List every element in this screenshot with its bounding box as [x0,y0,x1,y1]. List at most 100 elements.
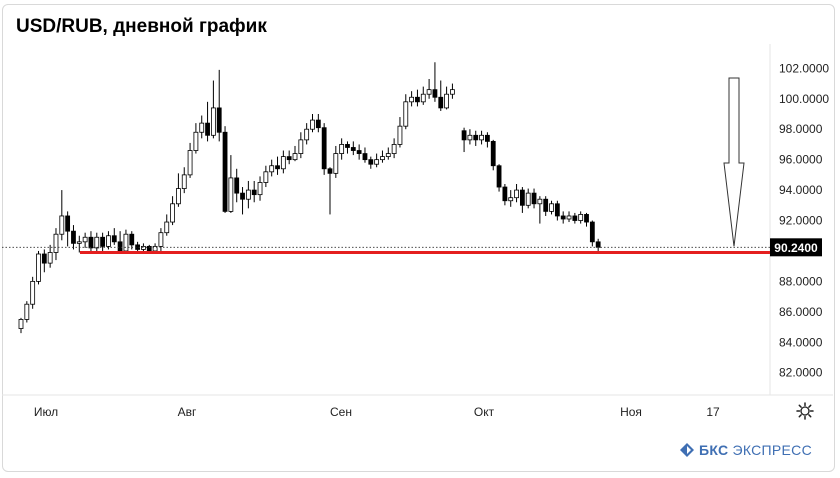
candle [502,184,508,206]
candle [222,126,228,213]
candle [432,62,438,102]
candle [479,130,484,145]
candle [473,130,479,146]
y-tick-label: 84.0000 [779,335,823,349]
candle [397,117,403,148]
candle [129,231,135,250]
candle [339,138,345,160]
candle [315,114,321,133]
candle [106,231,111,250]
candle [47,244,53,268]
candle [205,101,210,142]
candle [76,235,82,253]
candle [111,228,117,245]
brand-name-bold: БКС [699,442,729,458]
candle [543,196,549,216]
candle [251,180,257,203]
candle [286,150,292,165]
candle [240,187,245,215]
candle [298,132,304,159]
x-tick-label: 17 [706,405,720,419]
candle [362,147,368,163]
candle [374,153,380,168]
brand-name-rest: ЭКСПРЕСС [732,442,812,458]
candle [420,86,426,105]
candle [327,167,333,215]
candle [41,249,47,273]
y-tick-label: 96.0000 [779,153,823,167]
candle [490,139,496,171]
candle [531,188,537,209]
candle [519,187,525,213]
candle [572,212,578,224]
candle [584,212,589,227]
candle [170,196,175,226]
y-tick-label: 86.0000 [779,305,823,319]
candle [210,80,216,139]
candle [245,180,251,209]
candle [508,190,514,207]
candle [566,211,572,223]
candle [176,173,181,207]
candle [438,80,444,111]
candle [514,184,519,203]
x-tick-label: Июл [34,405,58,419]
candle [53,228,59,261]
candle [88,231,94,253]
candle [65,211,71,247]
chart-title: USD/RUB, дневной график [16,16,267,37]
candle [263,165,269,188]
candle [380,150,385,163]
last-price-label-bg [770,238,822,257]
candle [304,123,310,145]
y-tick-label: 92.0000 [779,214,823,228]
bks-logo-icon [680,443,695,457]
candle [595,238,601,251]
candle [560,211,566,224]
last-price-label: 90.2400 [774,241,818,255]
y-tick-label: 82.0000 [779,366,823,380]
candle [496,164,502,192]
candle [461,127,467,153]
candle [345,141,350,154]
candle [30,276,36,309]
candle [426,79,432,99]
candle [444,86,449,110]
candle [391,138,397,159]
chart-card [2,4,835,472]
candle [450,83,455,99]
candle [409,91,415,107]
candle [403,94,409,130]
y-tick-label: 88.0000 [779,274,823,288]
candle [292,145,298,162]
candle [100,232,106,251]
candle [18,317,24,334]
candle [123,229,129,253]
candle [82,232,88,248]
candle [36,250,41,285]
candle [71,225,76,250]
candle [484,132,490,148]
candle [356,144,362,160]
x-tick-label: Ноя [620,405,642,419]
candle [141,243,146,253]
candle [234,168,240,203]
candle [257,176,263,201]
x-tick-label: Авг [178,405,197,419]
down-arrow-annotation [723,77,745,247]
settings-gear-icon[interactable] [796,402,814,420]
x-tick-label: Сен [330,405,352,419]
brand-logo[interactable]: БКС ЭКСПРЕСС [680,442,812,458]
candle [117,231,123,254]
candle [24,301,30,323]
candle [415,89,420,107]
candle [578,211,584,224]
candle [333,145,339,178]
candle [199,115,205,139]
candle [589,220,595,247]
candle [269,159,275,177]
candle [59,190,65,241]
candle [385,147,391,160]
candle [525,188,531,209]
